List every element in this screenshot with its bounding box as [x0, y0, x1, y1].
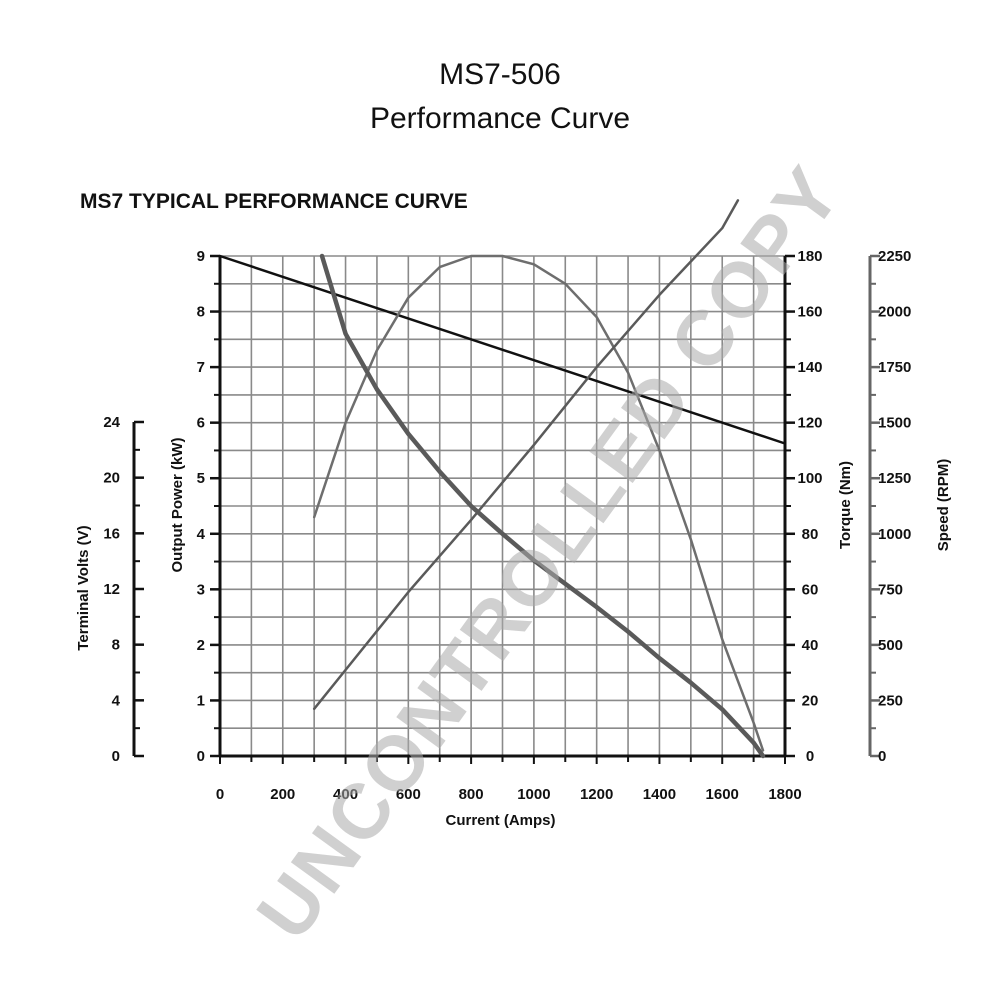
x-tick-label: 600	[396, 786, 421, 803]
torque-tick-label: 20	[802, 692, 819, 709]
terminal-volts-axis-title: Terminal Volts (V)	[75, 525, 92, 650]
torque-tick-label: 140	[797, 359, 822, 376]
torque-tick-label: 160	[797, 304, 822, 321]
torque-tick-label: 60	[802, 581, 819, 598]
output_power-tick-label: 6	[197, 415, 205, 432]
speed-tick-label: 0	[878, 748, 886, 765]
output_power-tick-label: 5	[197, 470, 205, 487]
output_power-tick-label: 8	[197, 304, 205, 321]
terminal-volts-tick-label: 20	[103, 470, 120, 487]
torque-tick-label: 120	[797, 415, 822, 432]
x-tick-label: 800	[459, 786, 484, 803]
output_power-tick-label: 3	[197, 581, 205, 598]
chart-subtitle: MS7 TYPICAL PERFORMANCE CURVE	[80, 190, 468, 213]
output_power-tick-label: 9	[197, 248, 205, 265]
series-line-power	[312, 254, 765, 752]
output_power-tick-label: 7	[197, 359, 205, 376]
series-line-volts	[218, 254, 787, 445]
speed-tick-label: 250	[878, 692, 903, 709]
x-tick-label: 1000	[517, 786, 550, 803]
output_power-tick-label: 2	[197, 637, 205, 654]
torque-tick-label: 80	[802, 526, 819, 543]
x-tick-label: 1400	[643, 786, 676, 803]
x-tick-label: 1600	[706, 786, 739, 803]
terminal-volts-tick-label: 8	[112, 637, 120, 654]
terminal-volts-tick-label: 24	[103, 414, 120, 431]
grid-lines	[219, 255, 786, 757]
axes	[132, 254, 880, 764]
torque-tick-label: 100	[797, 470, 822, 487]
torque-tick-label: 180	[797, 248, 822, 265]
x-tick-label: 1800	[768, 786, 801, 803]
speed-tick-label: 750	[878, 581, 903, 598]
x-tick-label: 1200	[580, 786, 613, 803]
axis-titles: Terminal Volts (V) Output Power (kW) Torqu…	[75, 438, 952, 830]
chart-title: Performance Curve	[369, 102, 631, 135]
x-tick-label: 400	[333, 786, 358, 803]
chart-title-model: MS7-506	[439, 58, 561, 91]
x-axis-title: Current (Amps)	[445, 812, 555, 829]
output-power-axis-title: Output Power (kW)	[169, 438, 186, 573]
output_power-tick-label: 1	[197, 692, 205, 709]
torque-tick-label: 40	[802, 637, 819, 654]
terminal-volts-tick-label: 16	[103, 525, 120, 542]
speed-tick-label: 1000	[878, 526, 911, 543]
speed-tick-label: 1500	[878, 415, 911, 432]
speed-tick-label: 1750	[878, 359, 911, 376]
speed-axis-title: Speed (RPM)	[935, 459, 952, 552]
terminal-volts-tick-label: 0	[112, 748, 120, 765]
torque-tick-label: 0	[806, 748, 814, 765]
series-lines	[218, 199, 787, 759]
series-line-torque	[312, 199, 740, 711]
x-tick-label: 0	[216, 786, 224, 803]
speed-tick-label: 1250	[878, 470, 911, 487]
speed-tick-label: 500	[878, 637, 903, 654]
output_power-tick-label: 4	[197, 526, 206, 543]
x-tick-label: 200	[270, 786, 295, 803]
speed-tick-label: 2250	[878, 248, 911, 265]
output_power-tick-label: 0	[197, 748, 205, 765]
torque-axis-title: Torque (Nm)	[837, 461, 854, 549]
speed-tick-label: 2000	[878, 304, 911, 321]
series-line-speed	[319, 253, 766, 759]
tick-labels: 0 200 400 600 800 1000 1200 1400 1600 18000481216…	[103, 248, 911, 803]
terminal-volts-tick-label: 4	[112, 692, 121, 709]
terminal-volts-tick-label: 12	[103, 581, 120, 598]
